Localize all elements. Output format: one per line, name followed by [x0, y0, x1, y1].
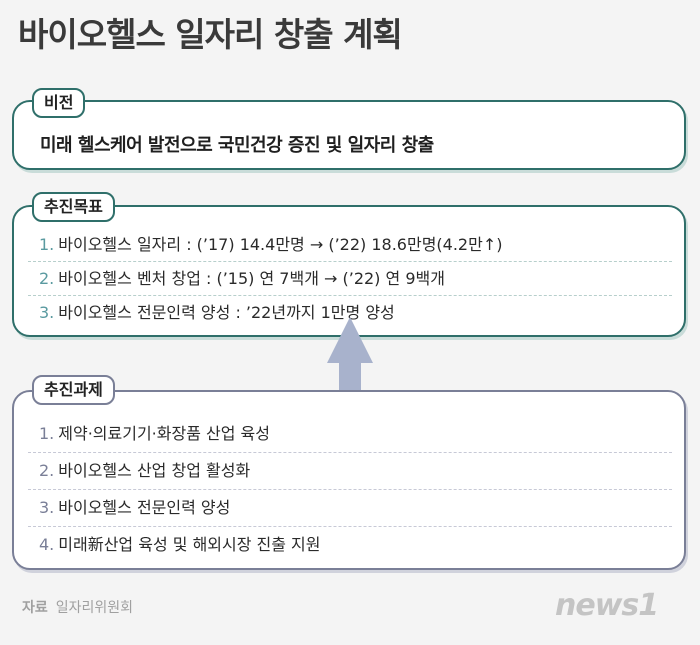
task-text: 바이오헬스 전문인력 양성 [58, 498, 231, 517]
task-number: 4. [39, 535, 55, 554]
task-item: 1. 제약·의료기기·화장품 산업 육성 [28, 416, 672, 453]
page-title: 바이오헬스 일자리 창출 계획 [18, 15, 403, 54]
goal-number: 3. [39, 303, 55, 322]
task-text: 바이오헬스 산업 창업 활성화 [58, 461, 251, 480]
goal-item: 3. 바이오헬스 전문인력 양성 : ’22년까지 1만명 양성 [28, 296, 672, 329]
goal-text: 바이오헬스 일자리 : (’17) 14.4만명 → (’22) 18.6만명(… [58, 235, 503, 254]
goals-box [12, 205, 686, 337]
goal-item: 2. 바이오헬스 벤처 창업 : (’15) 연 7백개 → (’22) 연 9백… [28, 262, 672, 296]
task-text: 제약·의료기기·화장품 산업 육성 [58, 424, 270, 443]
task-number: 1. [39, 424, 55, 443]
tasks-list: 1. 제약·의료기기·화장품 산업 육성 2. 바이오헬스 산업 창업 활성화 3.… [28, 416, 672, 563]
vision-text: 미래 헬스케어 발전으로 국민건강 증진 및 일자리 창출 [40, 135, 434, 156]
goals-list: 1. 바이오헬스 일자리 : (’17) 14.4만명 → (’22) 18.6만… [28, 228, 672, 329]
goal-item: 1. 바이오헬스 일자리 : (’17) 14.4만명 → (’22) 18.6만… [28, 228, 672, 262]
goal-number: 2. [39, 269, 55, 288]
task-text: 미래新산업 육성 및 해외시장 진출 지원 [58, 535, 321, 554]
task-item: 2. 바이오헬스 산업 창업 활성화 [28, 453, 672, 490]
task-item: 4. 미래新산업 육성 및 해외시장 진출 지원 [28, 527, 672, 563]
task-item: 3. 바이오헬스 전문인력 양성 [28, 490, 672, 527]
news1-logo: news1 [555, 588, 659, 623]
goal-number: 1. [39, 235, 55, 254]
vision-tag: 비전 [32, 88, 86, 118]
task-number: 2. [39, 461, 55, 480]
source-value: 일자리위원회 [55, 600, 134, 616]
goal-text: 바이오헬스 전문인력 양성 : ’22년까지 1만명 양성 [58, 303, 395, 322]
vision-box [12, 100, 686, 170]
tasks-tag: 추진과제 [32, 375, 115, 405]
task-number: 3. [39, 498, 55, 517]
goals-tag: 추진목표 [32, 192, 115, 222]
tasks-box [12, 390, 686, 570]
source-credit: 자료 일자리위원회 [22, 597, 133, 617]
source-label: 자료 [22, 600, 48, 616]
up-arrow-icon [327, 317, 373, 413]
goal-text: 바이오헬스 벤처 창업 : (’15) 연 7백개 → (’22) 연 9백개 [58, 269, 445, 288]
